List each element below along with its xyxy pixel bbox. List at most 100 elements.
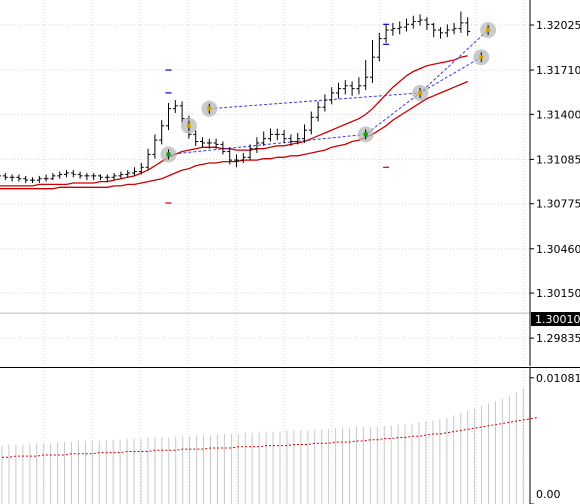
price-tick-label: 1.31710 <box>536 64 580 77</box>
signal-marker-dot <box>363 132 368 137</box>
price-bar <box>227 147 233 165</box>
price-bar <box>417 14 423 26</box>
price-bar <box>363 60 369 91</box>
price-axis-labels: 1.32025 1.31710 1.31400 1.31085 1.30775 1.304… <box>530 19 580 345</box>
price-bar <box>315 101 321 122</box>
price-bar <box>438 27 443 39</box>
price-bar <box>397 21 403 35</box>
price-bar <box>390 22 396 36</box>
signal-marker-dot <box>186 123 191 128</box>
price-bar <box>159 120 165 145</box>
price-bar <box>16 174 22 182</box>
price-bar <box>30 177 35 183</box>
price-bar <box>329 87 335 105</box>
price-bar <box>302 124 307 143</box>
moving-averages <box>0 55 468 190</box>
signal-marker-dot <box>166 152 171 157</box>
price-bar <box>145 148 151 171</box>
signal-marker <box>412 84 429 101</box>
current-price-box <box>531 312 580 326</box>
price-tick-label: 1.31085 <box>536 153 580 166</box>
signal-line <box>2 417 538 458</box>
price-bar <box>404 18 409 32</box>
price-bar <box>247 144 253 161</box>
price-bar <box>206 138 212 149</box>
price-bar <box>193 130 199 146</box>
price-bar <box>104 174 110 182</box>
price-bar <box>138 162 144 175</box>
price-bar <box>166 102 171 131</box>
price-bar <box>172 100 178 113</box>
signal-marker <box>357 126 374 143</box>
price-bar <box>336 82 341 99</box>
price-bar <box>431 22 437 38</box>
signal-marker <box>201 100 218 117</box>
price-bar <box>43 174 49 182</box>
price-bar <box>64 170 69 178</box>
price-bar <box>77 171 83 179</box>
moving-average-line-2 <box>0 80 468 190</box>
price-bar <box>118 171 124 179</box>
signal-marker <box>180 117 197 134</box>
price-bar <box>70 170 76 178</box>
price-tick-label: 1.31400 <box>536 108 580 121</box>
level-dashes <box>165 23 390 204</box>
price-bar <box>261 131 267 146</box>
price-bar <box>125 170 131 178</box>
price-bar <box>91 172 97 181</box>
price-bar <box>84 172 90 181</box>
price-bar <box>342 80 348 95</box>
price-bar <box>356 77 362 95</box>
price-bar <box>281 130 287 143</box>
price-bar <box>132 167 137 176</box>
price-tick-label: 1.32025 <box>536 19 580 32</box>
indicator-signal-line <box>2 417 538 458</box>
price-tick-label: 1.30150 <box>536 287 580 300</box>
signal-markers <box>160 22 497 163</box>
indicator-tick-label: 0.00 <box>536 488 561 501</box>
signal-marker-dot <box>486 28 491 33</box>
current-price-label: 1.30010 <box>531 312 580 326</box>
price-bar <box>23 175 29 183</box>
price-bar <box>254 137 260 153</box>
price-bars <box>0 11 471 183</box>
price-bar <box>36 175 42 183</box>
signal-marker <box>160 146 177 163</box>
price-bar <box>50 172 56 181</box>
price-tick-label: 1.30775 <box>536 198 580 211</box>
signal-marker <box>473 49 490 66</box>
price-bar <box>410 15 416 29</box>
price-bar <box>424 17 430 31</box>
indicator-tick-label: 0.01081 <box>536 372 580 385</box>
price-bar <box>370 40 375 83</box>
signal-marker <box>480 22 497 39</box>
current-price-text: 1.30010 <box>535 313 580 326</box>
price-bar <box>152 134 158 159</box>
price-bar <box>9 174 15 182</box>
price-bar <box>349 81 355 96</box>
indicator-axis-labels: 0.01081 0.00 <box>530 372 580 504</box>
zigzag-line-1 <box>168 29 489 155</box>
price-bar <box>200 137 205 148</box>
price-bar <box>220 141 226 155</box>
price-bar <box>240 152 246 163</box>
price-tick-label: 1.29835 <box>536 332 580 345</box>
price-bar <box>234 154 239 168</box>
price-bar <box>213 138 219 149</box>
price-bar <box>268 128 273 142</box>
price-grid <box>0 0 530 366</box>
price-bar <box>383 24 389 43</box>
price-bar <box>111 172 117 181</box>
price-bar <box>308 111 314 135</box>
price-bar <box>274 128 280 141</box>
price-bar <box>98 174 103 181</box>
moving-average-line-1 <box>0 55 468 187</box>
price-bar <box>451 22 457 35</box>
price-tick-label: 1.30460 <box>536 243 580 256</box>
price-bar <box>376 32 382 62</box>
price-bar <box>57 171 63 179</box>
signal-marker-dot <box>207 106 212 111</box>
signal-marker-dot <box>418 90 423 95</box>
